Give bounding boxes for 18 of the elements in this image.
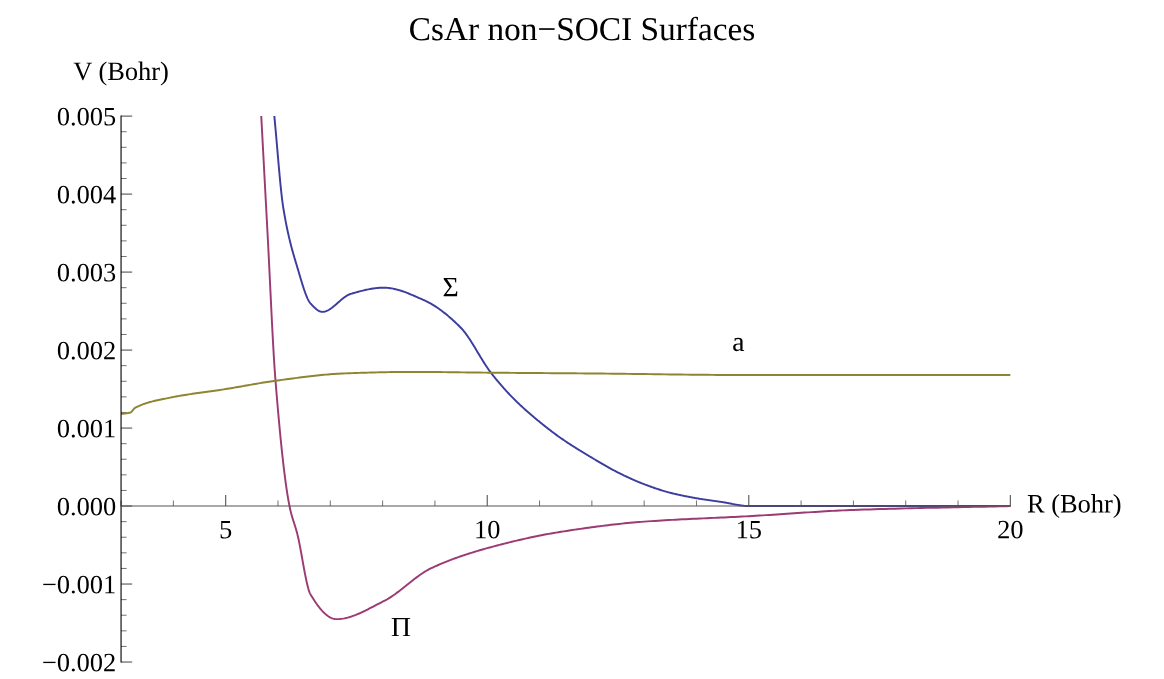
annotation: Π [391, 617, 411, 637]
x-tick-label: 10 [476, 520, 500, 539]
y-tick-label: 0.005 [57, 107, 116, 126]
y-tick-label: −0.002 [43, 653, 115, 672]
y-tick-label: 0.001 [57, 419, 115, 438]
x-axis-title: R (Bohr) [1027, 494, 1121, 519]
x-tick-label: 5 [220, 520, 232, 539]
annotation: a [733, 337, 745, 352]
annotation: Σ [443, 278, 458, 297]
y-tick-label: 0.002 [57, 341, 115, 360]
x-tick-label: 15 [737, 520, 761, 539]
chart-title: CsAr non−SOCI Surfaces [410, 16, 755, 41]
x-tick-label: 20 [998, 520, 1023, 539]
y-tick-label: 0.000 [57, 497, 116, 516]
y-tick-label: −0.001 [43, 575, 115, 594]
y-tick-label: 0.003 [57, 263, 116, 282]
y-axis-title: V (Bohr) [73, 61, 168, 86]
y-tick-label: 0.004 [57, 185, 116, 204]
